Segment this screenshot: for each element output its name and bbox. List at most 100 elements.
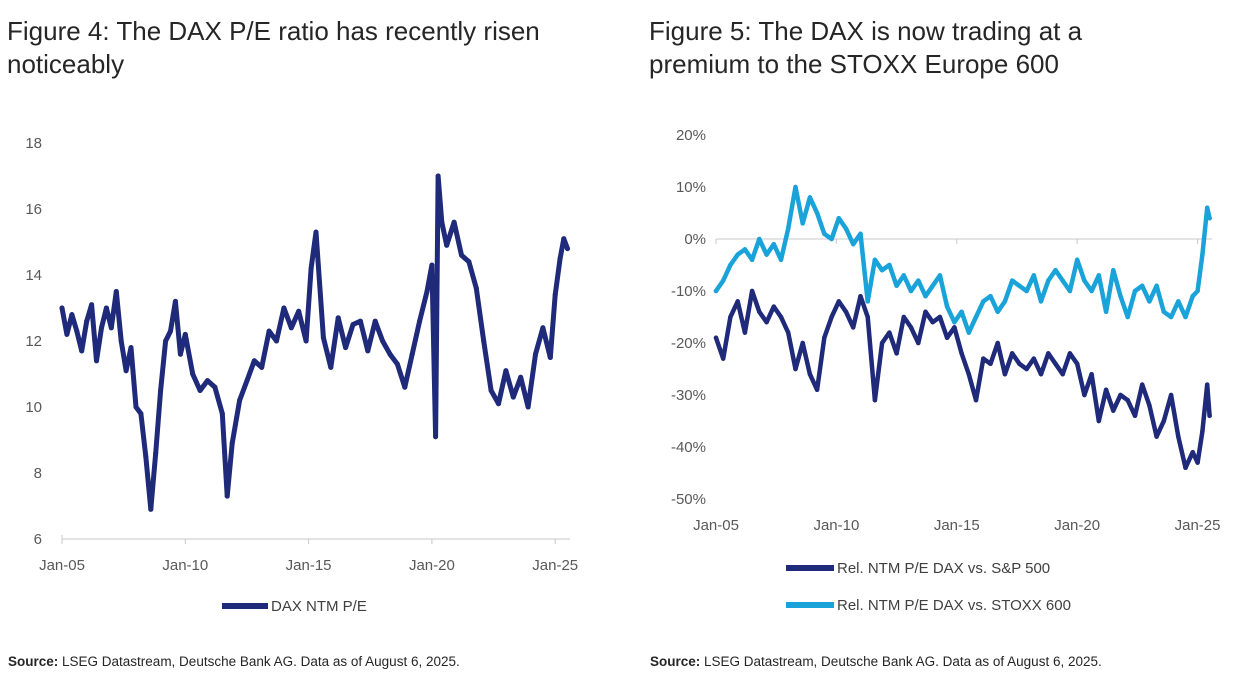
data-point — [357, 318, 363, 324]
data-point — [778, 314, 784, 320]
x-tick-label: Jan-20 — [1054, 517, 1100, 534]
data-point — [908, 325, 914, 330]
data-point — [952, 325, 957, 330]
data-point — [303, 338, 309, 344]
data-point — [1125, 397, 1130, 403]
data-point — [836, 215, 842, 221]
data-point — [1103, 309, 1109, 315]
y-tick-label: -50% — [671, 491, 706, 508]
data-point — [1074, 361, 1080, 367]
data-point — [1195, 288, 1200, 294]
data-point — [923, 309, 928, 315]
data-point — [1046, 278, 1051, 283]
y-tick-label: 8 — [34, 465, 42, 482]
data-point — [1111, 267, 1116, 273]
data-point — [771, 241, 777, 247]
data-point — [197, 388, 203, 393]
figure-4-title: Figure 4: The DAX P/E ratio has recently… — [7, 16, 540, 79]
data-point — [274, 338, 279, 344]
data-point — [466, 259, 472, 265]
y-tick-label: 14 — [25, 267, 42, 284]
data-point — [74, 328, 80, 334]
data-point — [1074, 257, 1080, 263]
data-point — [1139, 283, 1145, 289]
data-point — [1168, 314, 1174, 320]
data-point — [251, 358, 257, 364]
data-point — [84, 318, 90, 324]
data-point — [814, 210, 820, 216]
y-tick-label: 18 — [25, 135, 42, 152]
data-point — [1200, 429, 1205, 434]
data-point — [481, 338, 487, 344]
data-point — [510, 394, 516, 400]
data-point — [966, 371, 972, 377]
data-point — [103, 305, 109, 311]
data-point — [807, 371, 813, 377]
data-point — [865, 299, 870, 304]
data-point — [1031, 356, 1037, 361]
data-point — [1139, 382, 1145, 387]
data-point — [1132, 413, 1138, 419]
data-point — [728, 314, 733, 320]
data-point — [409, 351, 415, 357]
source-text: LSEG Datastream, Deutsche Bank AG. Data … — [58, 654, 460, 669]
x-tick-label: Jan-05 — [39, 557, 85, 574]
data-point — [533, 351, 538, 357]
x-tick-label: Jan-15 — [934, 517, 980, 534]
data-point — [764, 319, 769, 325]
x-tick-label: Jan-25 — [532, 557, 578, 574]
data-point — [1204, 382, 1210, 387]
data-point — [229, 440, 235, 446]
data-point — [108, 325, 114, 331]
data-point — [205, 378, 210, 384]
data-point — [872, 257, 878, 263]
data-point — [496, 401, 501, 407]
data-point — [451, 219, 457, 225]
data-point — [901, 314, 907, 320]
figure-4-source: Source: LSEG Datastream, Deutsche Bank A… — [8, 654, 460, 669]
data-point — [908, 288, 914, 294]
data-point — [153, 450, 159, 456]
data-point — [1017, 361, 1022, 367]
data-point — [966, 330, 972, 335]
data-point — [79, 348, 85, 354]
data-point — [473, 285, 479, 291]
data-point — [1089, 288, 1094, 294]
data-point — [1183, 314, 1188, 320]
data-point — [69, 312, 75, 318]
y-tick-label: -20% — [671, 335, 706, 352]
data-point — [785, 330, 791, 335]
y-tick-label: 6 — [34, 531, 42, 548]
data-point — [1161, 418, 1167, 424]
y-tick-label: 16 — [25, 201, 42, 218]
data-point — [901, 273, 907, 278]
y-tick-label: 10 — [25, 399, 42, 416]
data-point — [380, 338, 386, 344]
data-point — [959, 351, 964, 356]
data-point — [557, 256, 563, 261]
y-tick-label: -30% — [671, 387, 706, 404]
data-point — [350, 322, 356, 327]
data-point — [94, 358, 99, 364]
data-point — [937, 314, 943, 320]
data-point — [394, 361, 400, 367]
data-point — [1161, 309, 1167, 315]
data-point — [320, 335, 326, 341]
source-label: Source: — [650, 654, 701, 669]
data-point — [822, 231, 827, 237]
data-point — [829, 314, 834, 320]
data-point — [887, 262, 892, 268]
data-point — [123, 368, 129, 374]
data-point — [190, 371, 196, 377]
data-point — [335, 315, 341, 321]
data-point — [800, 221, 805, 226]
data-point — [313, 229, 319, 235]
data-point — [224, 493, 230, 499]
data-point — [59, 305, 65, 311]
data-point — [807, 195, 813, 200]
data-point — [916, 340, 921, 346]
legend-label: Rel. NTM P/E DAX vs. STOXX 600 — [837, 597, 1071, 614]
data-point — [742, 330, 748, 335]
data-point — [988, 293, 993, 299]
